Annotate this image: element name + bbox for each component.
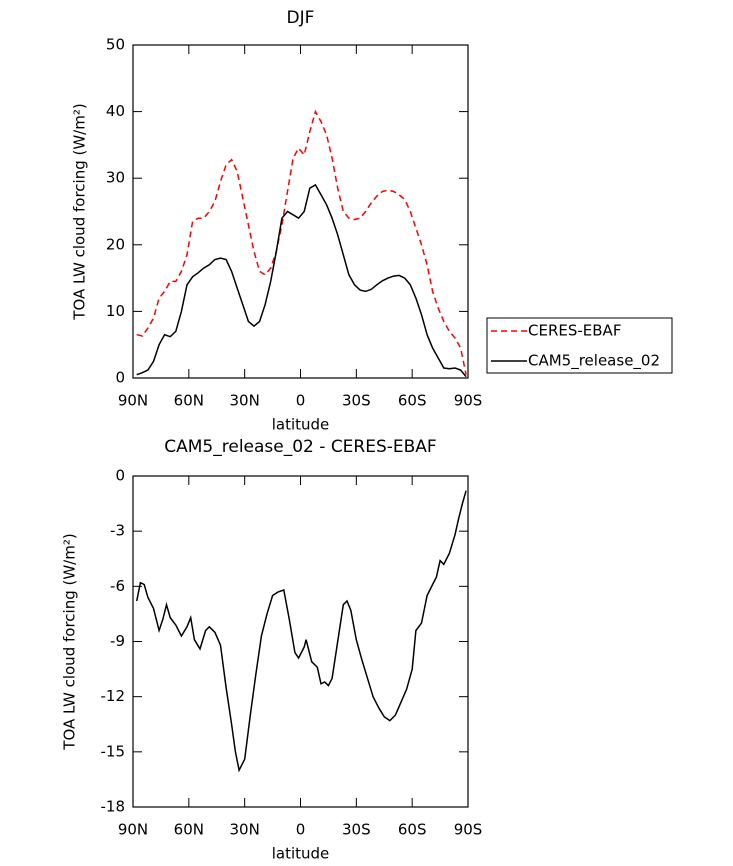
y-tick-label: -3: [110, 522, 125, 540]
x-tick-label: 90N: [118, 821, 148, 839]
x-tick-label: 30N: [230, 821, 260, 839]
x-axis-label: latitude: [272, 416, 330, 434]
y-tick-label: 10: [106, 302, 125, 320]
legend-label: CAM5_release_02: [528, 352, 660, 371]
x-tick-label: 60N: [174, 821, 204, 839]
x-tick-label: 90S: [454, 821, 483, 839]
data-line: [135, 490, 467, 773]
plot-frame: [132, 44, 469, 379]
y-tick-label: -12: [101, 687, 126, 705]
x-tick-label: 90S: [454, 392, 483, 410]
legend-label: CERES-EBAF: [528, 322, 621, 340]
x-axis-label: latitude: [272, 845, 330, 863]
legend-box: [486, 317, 673, 374]
x-tick-label: 0: [296, 392, 306, 410]
y-tick-label: -15: [101, 742, 126, 760]
x-tick-label: 90N: [118, 392, 148, 410]
x-tick-label: 30N: [230, 392, 260, 410]
x-tick-label: 60S: [398, 392, 427, 410]
plot-frame: [132, 475, 469, 808]
y-tick-label: 0: [115, 369, 125, 387]
y-tick-label: -6: [110, 577, 125, 595]
x-tick-label: 30S: [342, 821, 371, 839]
data-line: [136, 183, 467, 378]
y-axis-label: TOA LW cloud forcing (W/m²): [61, 533, 79, 750]
y-axis-label: TOA LW cloud forcing (W/m²): [71, 103, 89, 320]
y-tick-label: 50: [106, 36, 125, 54]
y-tick-label: 0: [115, 467, 125, 485]
x-tick-label: 0: [296, 821, 306, 839]
y-tick-label: -9: [110, 632, 125, 650]
chart-title: CAM5_release_02 - CERES-EBAF: [164, 437, 436, 457]
y-tick-label: 20: [106, 235, 125, 253]
data-line: [136, 109, 467, 375]
chart-title: DJF: [287, 8, 315, 28]
x-tick-label: 60S: [398, 821, 427, 839]
x-tick-label: 30S: [342, 392, 371, 410]
y-tick-label: -18: [101, 798, 126, 816]
y-tick-label: 40: [106, 102, 125, 120]
y-tick-label: 30: [106, 169, 125, 187]
x-tick-label: 60N: [174, 392, 204, 410]
